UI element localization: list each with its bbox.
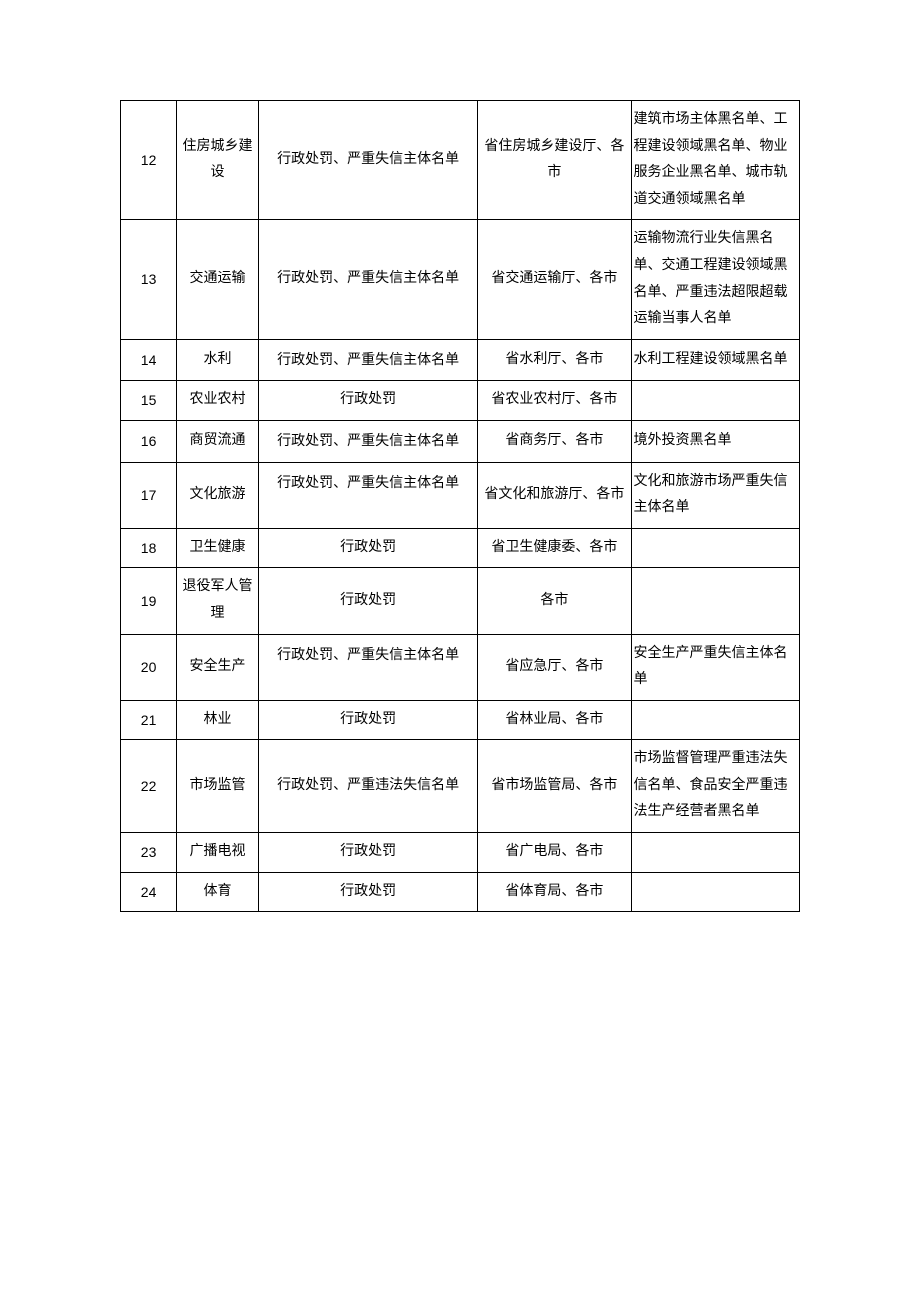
cell-content: 行政处罚、严重失信主体名单 xyxy=(258,101,478,220)
cell-content: 行政处罚 xyxy=(258,381,478,421)
table-row: 13 交通运输 行政处罚、严重失信主体名单 省交通运输厅、各市 运输物流行业失信… xyxy=(121,220,800,339)
cell-num: 19 xyxy=(121,568,177,634)
cell-notes xyxy=(631,833,800,873)
cell-content: 行政处罚 xyxy=(258,700,478,740)
cell-num: 18 xyxy=(121,528,177,568)
cell-notes xyxy=(631,700,800,740)
cell-content: 行政处罚、严重违法失信名单 xyxy=(258,740,478,833)
cell-dept: 各市 xyxy=(478,568,631,634)
table-row: 15 农业农村 行政处罚 省农业农村厅、各市 xyxy=(121,381,800,421)
cell-domain: 水利 xyxy=(177,339,259,381)
table-row: 16 商贸流通 行政处罚、严重失信主体名单 省商务厅、各市 境外投资黑名单 xyxy=(121,420,800,462)
cell-notes: 建筑市场主体黑名单、工程建设领域黑名单、物业服务企业黑名单、城市轨道交通领域黑名… xyxy=(631,101,800,220)
cell-num: 21 xyxy=(121,700,177,740)
table-row: 12 住房城乡建设 行政处罚、严重失信主体名单 省住房城乡建设厅、各市 建筑市场… xyxy=(121,101,800,220)
cell-domain: 卫生健康 xyxy=(177,528,259,568)
cell-notes: 运输物流行业失信黑名单、交通工程建设领域黑名单、严重违法超限超载运输当事人名单 xyxy=(631,220,800,339)
table-row: 20 安全生产 行政处罚、严重失信主体名单 省应急厅、各市 安全生产严重失信主体… xyxy=(121,634,800,700)
cell-content: 行政处罚、严重失信主体名单 xyxy=(258,420,478,462)
cell-domain: 住房城乡建设 xyxy=(177,101,259,220)
cell-num: 20 xyxy=(121,634,177,700)
table-body: 12 住房城乡建设 行政处罚、严重失信主体名单 省住房城乡建设厅、各市 建筑市场… xyxy=(121,101,800,912)
cell-domain: 市场监管 xyxy=(177,740,259,833)
cell-content: 行政处罚 xyxy=(258,568,478,634)
cell-dept: 省广电局、各市 xyxy=(478,833,631,873)
cell-num: 13 xyxy=(121,220,177,339)
cell-content: 行政处罚、严重失信主体名单 xyxy=(258,634,478,700)
table-row: 23 广播电视 行政处罚 省广电局、各市 xyxy=(121,833,800,873)
cell-content: 行政处罚、严重失信主体名单 xyxy=(258,220,478,339)
table-row: 18 卫生健康 行政处罚 省卫生健康委、各市 xyxy=(121,528,800,568)
table-row: 19 退役军人管理 行政处罚 各市 xyxy=(121,568,800,634)
cell-dept: 省卫生健康委、各市 xyxy=(478,528,631,568)
cell-domain: 安全生产 xyxy=(177,634,259,700)
cell-dept: 省水利厅、各市 xyxy=(478,339,631,381)
cell-num: 15 xyxy=(121,381,177,421)
cell-content: 行政处罚 xyxy=(258,833,478,873)
cell-notes xyxy=(631,528,800,568)
cell-notes: 文化和旅游市场严重失信主体名单 xyxy=(631,462,800,528)
cell-notes xyxy=(631,872,800,912)
cell-num: 16 xyxy=(121,420,177,462)
cell-domain: 农业农村 xyxy=(177,381,259,421)
table-row: 17 文化旅游 行政处罚、严重失信主体名单 省文化和旅游厅、各市 文化和旅游市场… xyxy=(121,462,800,528)
cell-dept: 省林业局、各市 xyxy=(478,700,631,740)
cell-domain: 林业 xyxy=(177,700,259,740)
cell-notes: 水利工程建设领域黑名单 xyxy=(631,339,800,381)
cell-dept: 省交通运输厅、各市 xyxy=(478,220,631,339)
cell-dept: 省文化和旅游厅、各市 xyxy=(478,462,631,528)
cell-notes xyxy=(631,381,800,421)
cell-num: 22 xyxy=(121,740,177,833)
table-row: 24 体育 行政处罚 省体育局、各市 xyxy=(121,872,800,912)
cell-notes xyxy=(631,568,800,634)
table-row: 21 林业 行政处罚 省林业局、各市 xyxy=(121,700,800,740)
cell-dept: 省体育局、各市 xyxy=(478,872,631,912)
cell-num: 24 xyxy=(121,872,177,912)
data-table: 12 住房城乡建设 行政处罚、严重失信主体名单 省住房城乡建设厅、各市 建筑市场… xyxy=(120,100,800,912)
table-row: 14 水利 行政处罚、严重失信主体名单 省水利厅、各市 水利工程建设领域黑名单 xyxy=(121,339,800,381)
cell-notes: 境外投资黑名单 xyxy=(631,420,800,462)
cell-notes: 市场监督管理严重违法失信名单、食品安全严重违法生产经营者黑名单 xyxy=(631,740,800,833)
cell-domain: 文化旅游 xyxy=(177,462,259,528)
cell-domain: 商贸流通 xyxy=(177,420,259,462)
cell-dept: 省市场监管局、各市 xyxy=(478,740,631,833)
cell-dept: 省农业农村厅、各市 xyxy=(478,381,631,421)
cell-domain: 体育 xyxy=(177,872,259,912)
cell-num: 17 xyxy=(121,462,177,528)
cell-dept: 省应急厅、各市 xyxy=(478,634,631,700)
cell-content: 行政处罚 xyxy=(258,872,478,912)
cell-content: 行政处罚、严重失信主体名单 xyxy=(258,462,478,528)
cell-content: 行政处罚 xyxy=(258,528,478,568)
table-row: 22 市场监管 行政处罚、严重违法失信名单 省市场监管局、各市 市场监督管理严重… xyxy=(121,740,800,833)
cell-num: 14 xyxy=(121,339,177,381)
cell-domain: 退役军人管理 xyxy=(177,568,259,634)
cell-dept: 省住房城乡建设厅、各市 xyxy=(478,101,631,220)
cell-domain: 交通运输 xyxy=(177,220,259,339)
cell-notes: 安全生产严重失信主体名单 xyxy=(631,634,800,700)
cell-content: 行政处罚、严重失信主体名单 xyxy=(258,339,478,381)
cell-num: 12 xyxy=(121,101,177,220)
cell-domain: 广播电视 xyxy=(177,833,259,873)
cell-num: 23 xyxy=(121,833,177,873)
cell-dept: 省商务厅、各市 xyxy=(478,420,631,462)
